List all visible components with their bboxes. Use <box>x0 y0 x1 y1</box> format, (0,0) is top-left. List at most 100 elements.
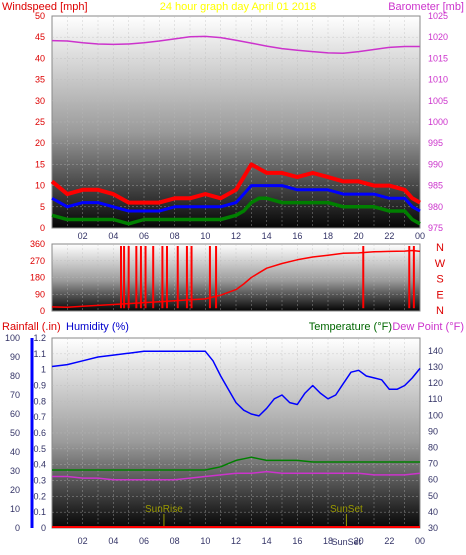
hour-tick-label: 14 <box>262 536 272 546</box>
hour-tick-label: 20 <box>354 231 364 241</box>
hour-tick-label: 16 <box>292 231 302 241</box>
temperature-tick-label: 110 <box>428 394 442 404</box>
hour-tick-label: 20 <box>354 536 364 546</box>
windspeed-tick-label: 15 <box>35 159 45 169</box>
barometer-tick-label: 1010 <box>428 75 448 85</box>
sunset-label: SunSet <box>330 504 363 515</box>
hour-tick-label: 00 <box>415 536 425 546</box>
hour-tick-label: 02 <box>78 231 88 241</box>
hour-tick-label: 22 <box>384 536 394 546</box>
wind-gust-series-line <box>50 162 421 205</box>
sunrise-label: SunRise <box>145 504 183 515</box>
rainfall-tick-label: 0.1 <box>33 507 46 517</box>
temperature-tick-label: 60 <box>428 475 438 485</box>
hour-tick-label: 00 <box>415 231 425 241</box>
barometer-tick-label: 1000 <box>428 117 448 127</box>
barometer-tick-label: 985 <box>428 181 443 191</box>
chart-title: 24 hour graph day April 01 2018 <box>160 1 317 13</box>
temperature-tick-label: 100 <box>428 410 443 420</box>
temperature-axis-title: Temperature (°F) <box>309 321 392 333</box>
barometer-tick-label: 1025 <box>428 11 448 21</box>
compass-letter-label: W <box>435 258 446 270</box>
windspeed-series-line <box>51 196 421 226</box>
temperature-tick-label: 70 <box>428 459 438 469</box>
rainfall-tick-label: 0.7 <box>33 412 46 422</box>
sunset-footer-label: SunSet <box>332 537 362 547</box>
rainfall-tick-label: 1.1 <box>33 349 46 359</box>
hour-tick-label: 18 <box>323 536 333 546</box>
rainfall-tick-label: 0.2 <box>33 491 46 501</box>
humidity-tick-label: 90 <box>10 352 20 362</box>
direction-degree-tick-label: 180 <box>30 273 45 283</box>
series-lines <box>30 35 421 528</box>
hour-tick-label: 08 <box>170 536 180 546</box>
temperature-tick-label: 90 <box>428 426 438 436</box>
direction-degree-tick-label: 90 <box>35 289 45 299</box>
windspeed-tick-label: 40 <box>35 53 45 63</box>
rainfall-tick-label: 1 <box>41 365 46 375</box>
hour-tick-label: 14 <box>262 231 272 241</box>
humidity-tick-label: 20 <box>10 485 20 495</box>
barometer-tick-label: 1020 <box>428 32 448 42</box>
rainfall-tick-label: 0.9 <box>33 381 46 391</box>
axis-labels: Windspeed [mph] 24 hour graph day April … <box>2 1 464 547</box>
humidity-axis-title: Humidity (%) <box>66 321 129 333</box>
temperature-tick-label: 80 <box>428 442 438 452</box>
direction-degree-tick-label: 0 <box>40 306 45 316</box>
temperature-tick-label: 130 <box>428 362 443 372</box>
hour-tick-label: 04 <box>108 231 118 241</box>
direction-degree-tick-label: 360 <box>30 239 45 249</box>
hour-tick-label: 10 <box>200 231 210 241</box>
humidity-tick-label: 30 <box>10 466 20 476</box>
windspeed-tick-label: 5 <box>40 202 45 212</box>
barometer-tick-label: 1005 <box>428 96 448 106</box>
humidity-series-line <box>51 350 421 417</box>
windspeed-tick-label: 50 <box>35 11 45 21</box>
humidity-tick-label: 60 <box>10 409 20 419</box>
temperature-tick-label: 140 <box>428 346 443 356</box>
dewpoint-series-line <box>52 470 421 481</box>
rainfall-tick-label: 0.3 <box>33 476 46 486</box>
humidity-tick-label: 0 <box>15 523 20 533</box>
barometer-tick-label: 990 <box>428 159 443 169</box>
compass-letter-label: N <box>436 242 444 254</box>
barometer-tick-label: 975 <box>428 223 443 233</box>
barometer-tick-label: 980 <box>428 202 443 212</box>
barometer-series-line <box>51 35 420 55</box>
windspeed-tick-label: 20 <box>35 138 45 148</box>
hour-tick-label: 22 <box>384 231 394 241</box>
rainfall-tick-label: 0 <box>41 523 46 533</box>
hour-tick-label: 04 <box>108 536 118 546</box>
hour-tick-label: 06 <box>139 231 149 241</box>
temperature-tick-label: 50 <box>428 491 438 501</box>
barometer-axis-title: Barometer [mb] <box>388 1 464 13</box>
hour-tick-label: 12 <box>231 536 241 546</box>
rainfall-tick-label: 0.6 <box>33 428 46 438</box>
windspeed-tick-label: 10 <box>35 181 45 191</box>
temperature-series-line <box>52 456 420 471</box>
temperature-tick-label: 120 <box>428 378 443 388</box>
rainfall-tick-label: 0.8 <box>33 396 46 406</box>
windspeed-axis-title: Windspeed [mph] <box>2 1 88 13</box>
barometer-tick-label: 1015 <box>428 53 448 63</box>
hour-tick-label: 12 <box>231 231 241 241</box>
hour-tick-label: 08 <box>170 231 180 241</box>
rainfall-tick-label: 1.2 <box>33 333 46 343</box>
humidity-tick-label: 80 <box>10 371 20 381</box>
windspeed-tick-label: 0 <box>40 223 45 233</box>
humidity-tick-label: 100 <box>5 333 20 343</box>
grid-lines <box>52 16 420 528</box>
humidity-tick-label: 70 <box>10 390 20 400</box>
compass-letter-label: E <box>436 289 443 301</box>
windspeed-tick-label: 25 <box>35 117 45 127</box>
humidity-tick-label: 50 <box>10 428 20 438</box>
wind-average-series-line <box>51 184 421 213</box>
hour-tick-label: 02 <box>78 536 88 546</box>
humidity-tick-label: 40 <box>10 447 20 457</box>
barometer-tick-label: 995 <box>428 138 443 148</box>
windspeed-tick-label: 45 <box>35 32 45 42</box>
compass-letter-label: N <box>436 305 444 317</box>
hour-tick-label: 18 <box>323 231 333 241</box>
